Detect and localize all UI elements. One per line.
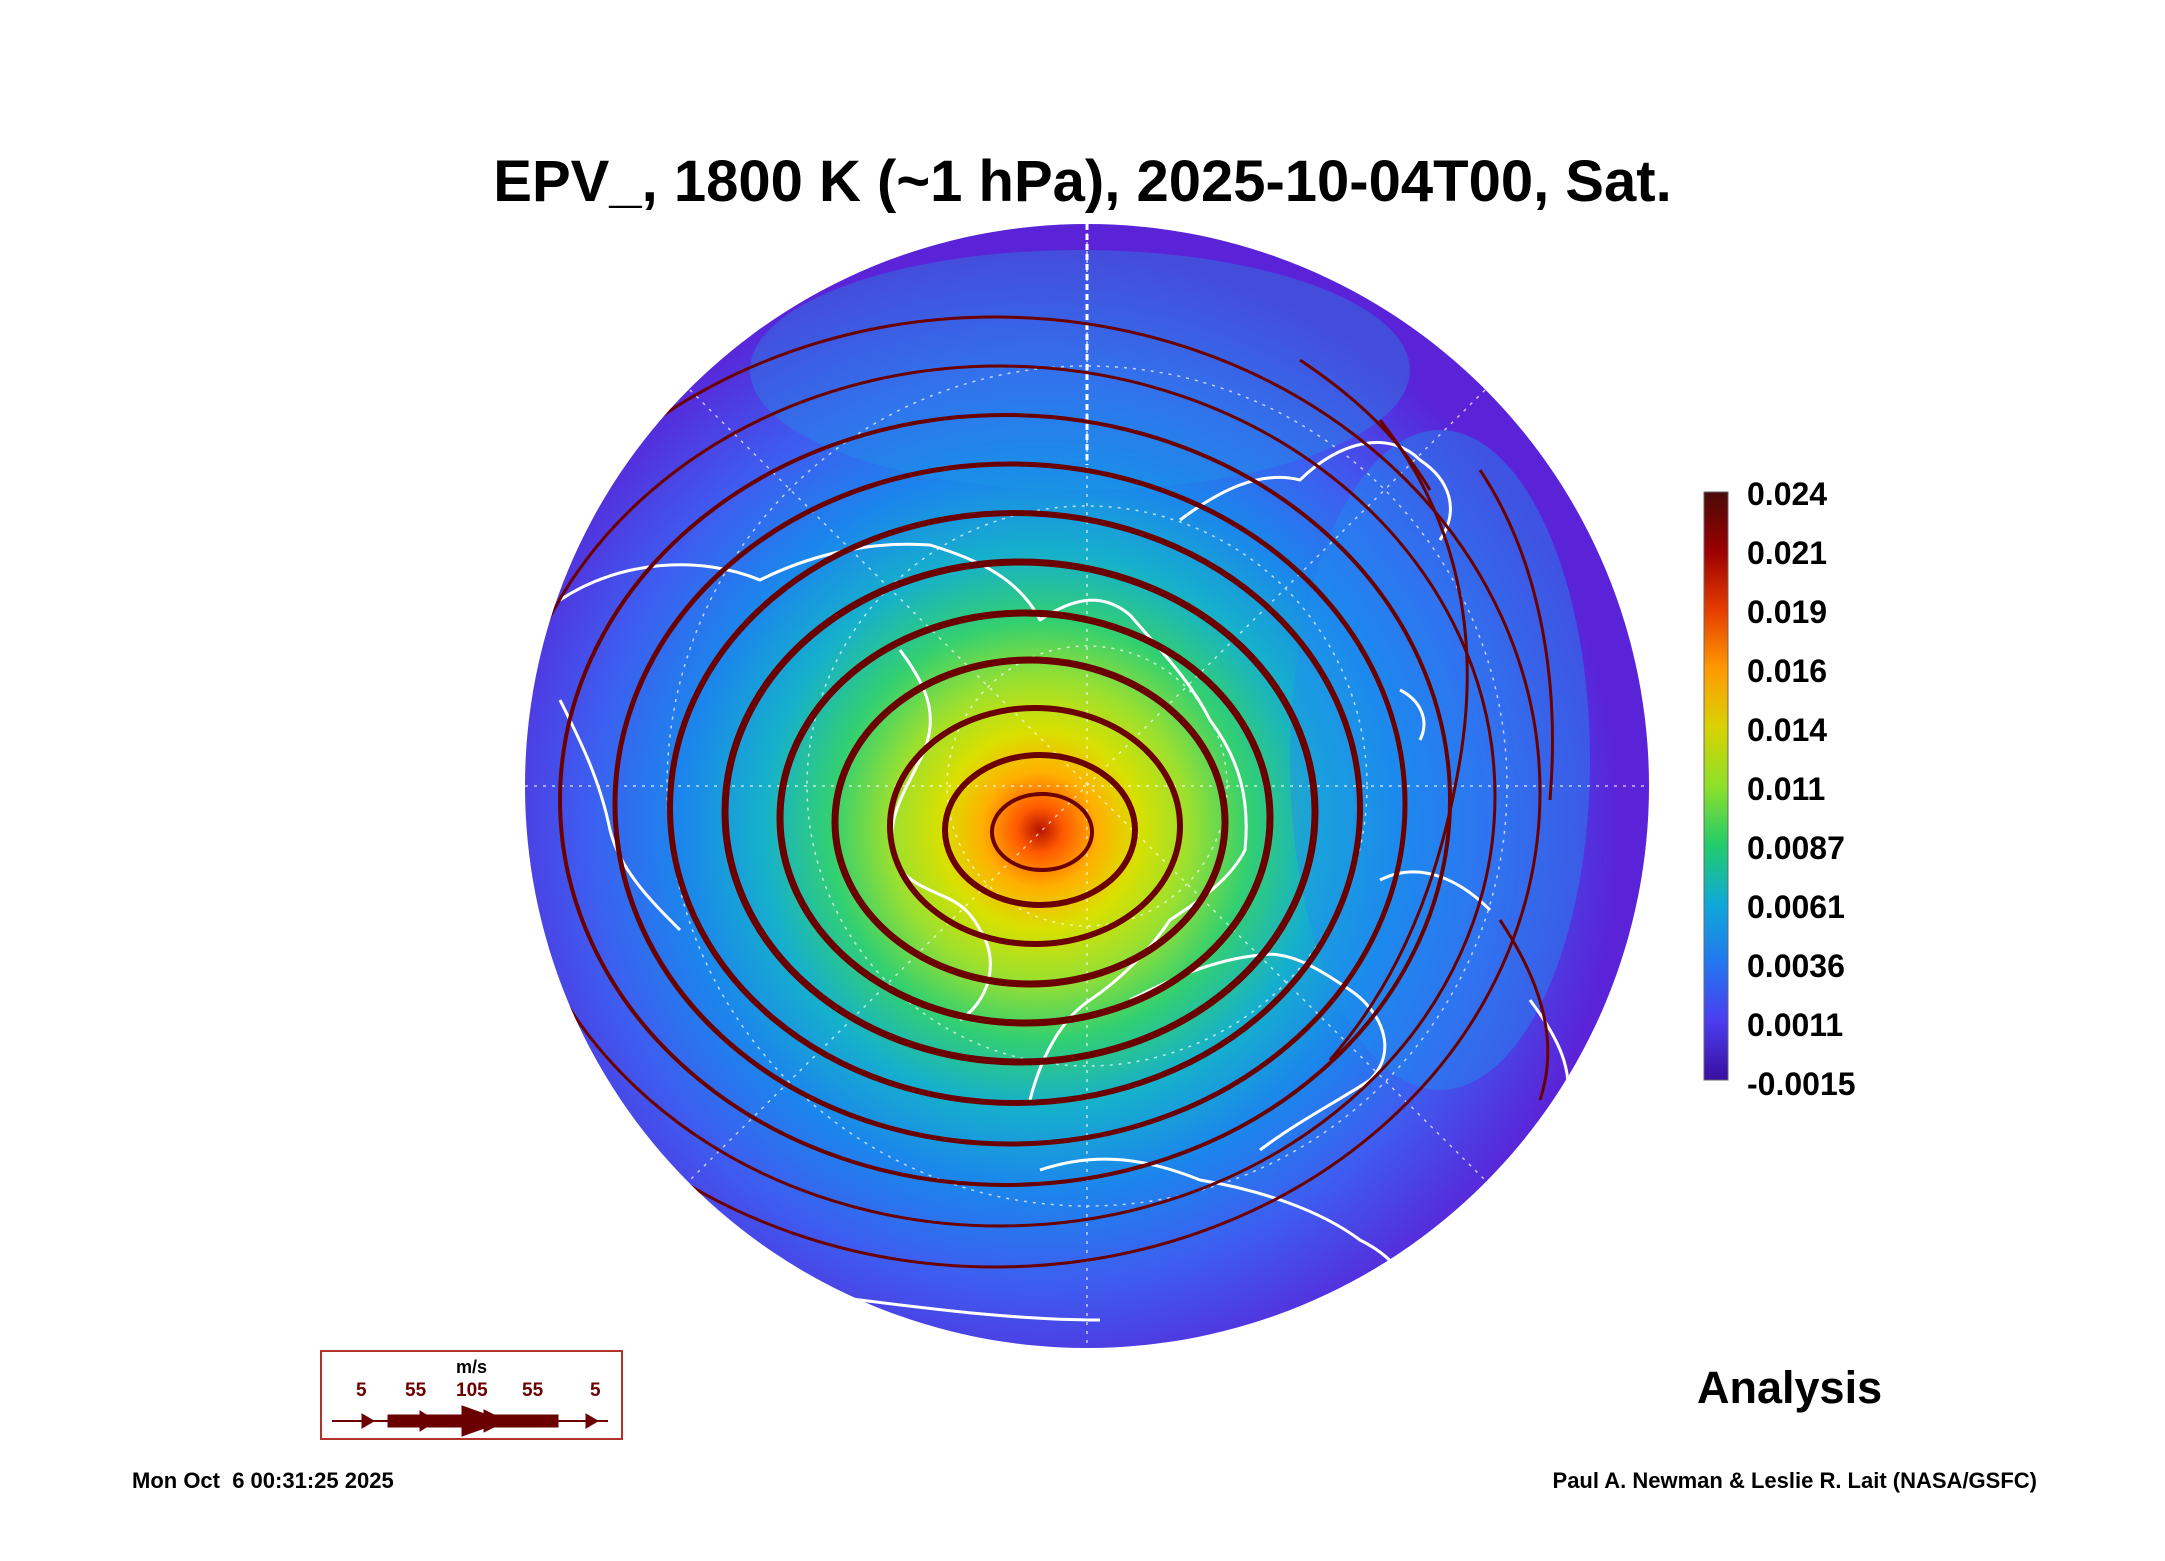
legend-unit: m/s: [455, 1357, 488, 1377]
colorbar-tick-label: 0.016: [1747, 653, 1828, 689]
colorbar-tick-label: 0.0087: [1747, 830, 1845, 866]
credit: Paul A. Newman & Leslie R. Lait (NASA/GS…: [1552, 1468, 2037, 1493]
timestamp: Mon Oct 6 00:31:25 2025: [132, 1468, 394, 1493]
map-title: EPV_, 1800 K (~1 hPa), 2025-10-04T00, Sa…: [493, 149, 1672, 214]
colorbar-tick-label: 0.0061: [1747, 889, 1845, 925]
colorbar-tick-label: 0.021: [1747, 535, 1828, 571]
field-shading: [750, 250, 1590, 1090]
analysis-label: Analysis: [1697, 1362, 1883, 1413]
legend-speed: 105: [456, 1380, 488, 1401]
legend-speed: 5: [356, 1380, 367, 1401]
colorbar-tick-label: 0.0011: [1747, 1007, 1844, 1043]
legend-speed: 55: [522, 1380, 544, 1401]
legend-speed: 55: [405, 1380, 427, 1401]
colorbar-tick-label: 0.014: [1747, 712, 1828, 748]
colorbar-tick-label: 0.024: [1747, 476, 1828, 512]
vector-legend: m/s 5 55 105 55 5: [320, 1350, 623, 1440]
colorbar: [1703, 491, 1729, 1081]
colorbar-tick-label: 0.019: [1747, 594, 1828, 630]
colorbar-tick-label: -0.0015: [1747, 1066, 1856, 1102]
streamlines: [525, 315, 1554, 1269]
vector-legend-arrows: [332, 1405, 608, 1437]
colorbar-tick-label: 0.011: [1747, 771, 1826, 807]
legend-speed: 5: [590, 1380, 601, 1401]
colorbar-tick-label: 0.0036: [1747, 948, 1845, 984]
